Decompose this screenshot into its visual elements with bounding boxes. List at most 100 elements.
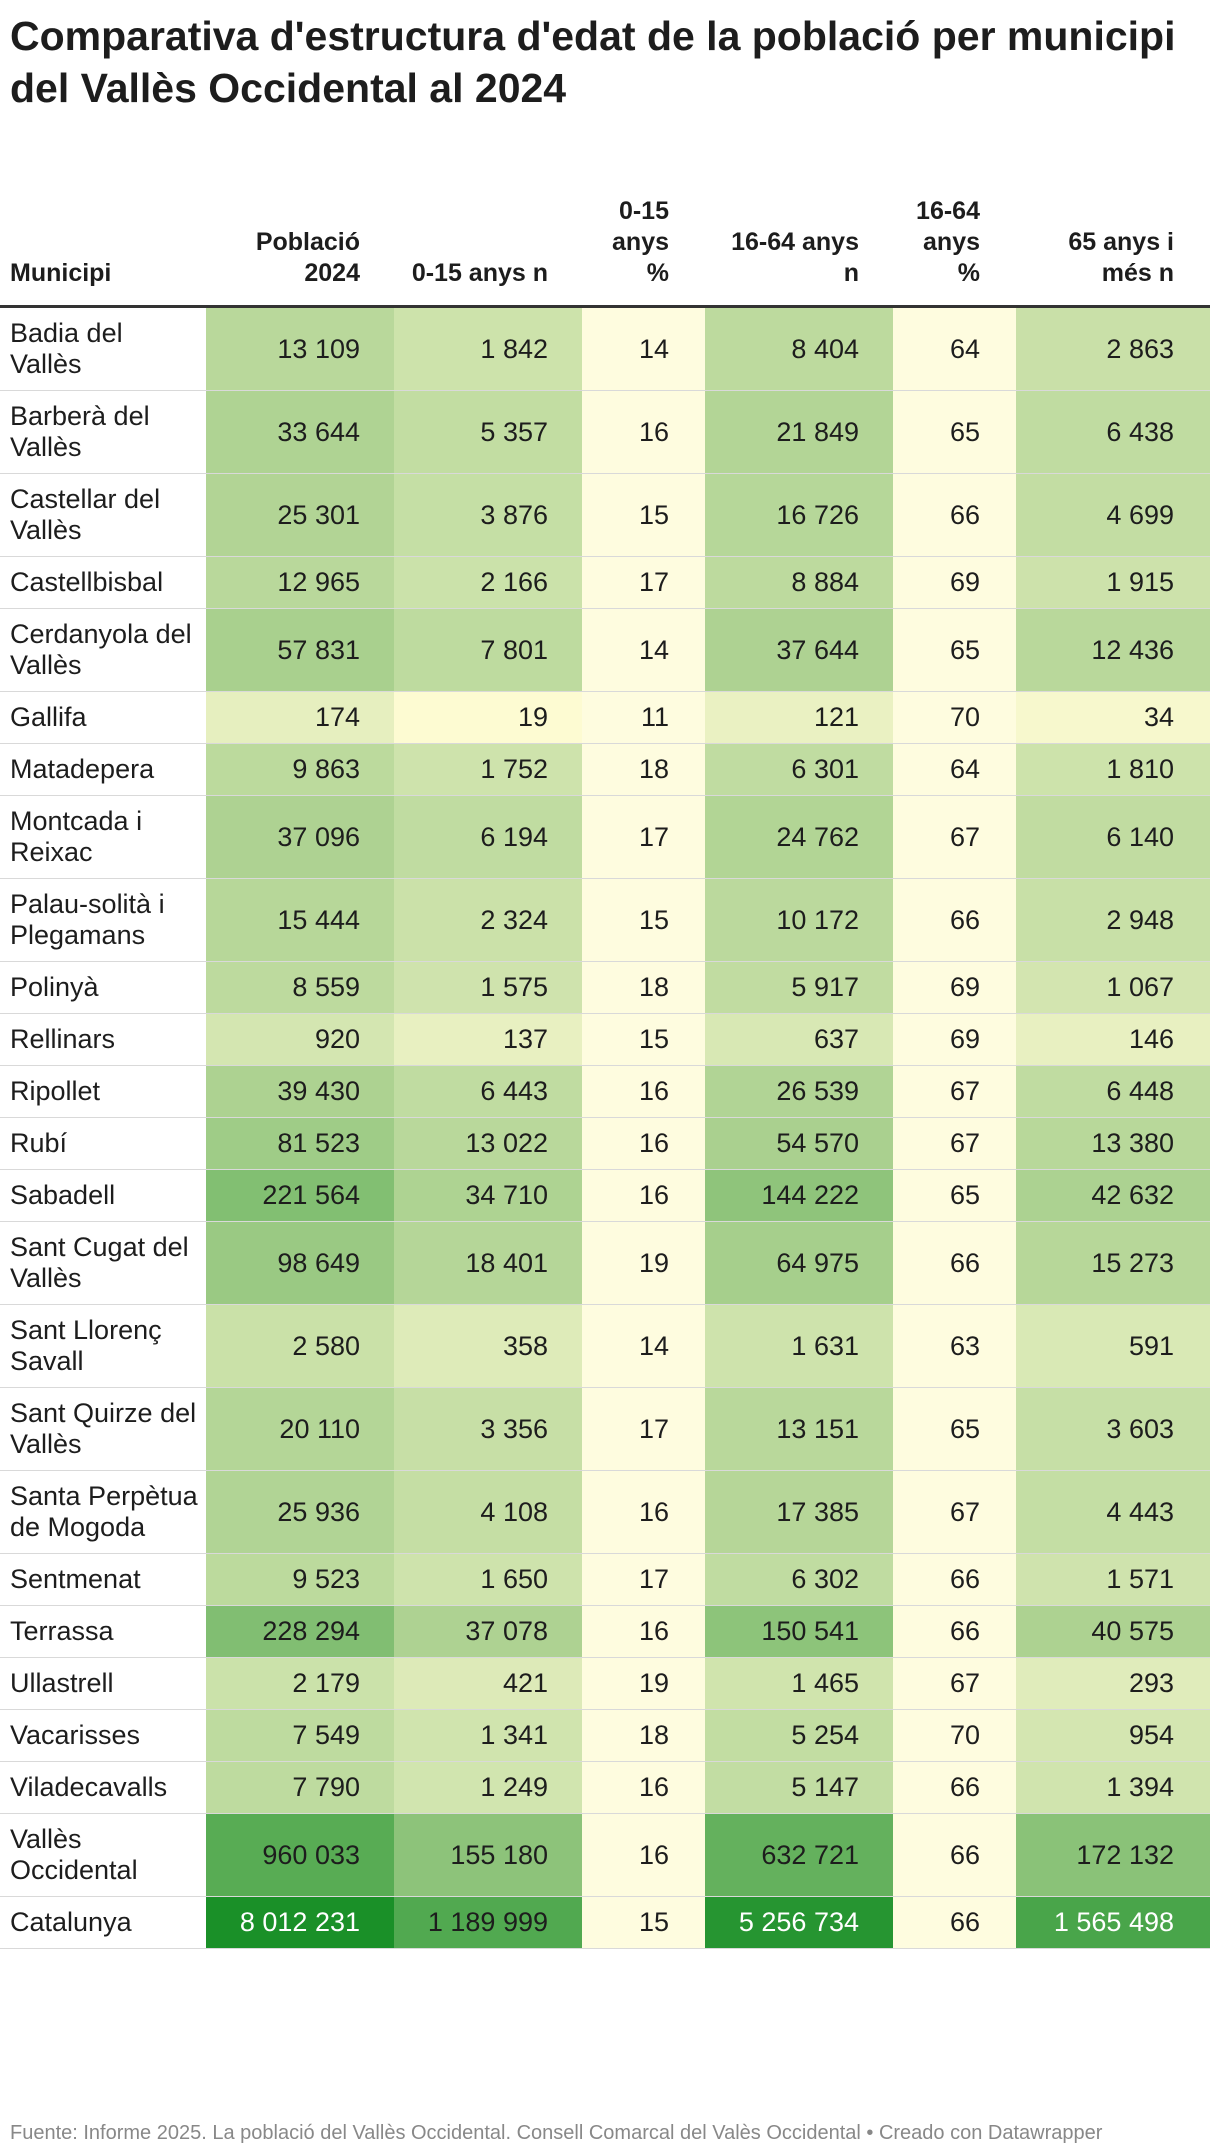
table-cell-p015: 18 [582, 961, 705, 1014]
table-cell-n65: 2 948 [1016, 878, 1210, 962]
table-cell-poblacio: 8 012 231 [206, 1896, 394, 1949]
table-row: Ullastrell 2 179 421 19 1 465 67 293 [0, 1657, 1210, 1710]
table-cell-n1664: 10 172 [705, 878, 893, 962]
table-cell-n015: 1 575 [394, 961, 582, 1014]
table-cell-poblacio: 2 179 [206, 1657, 394, 1710]
table-cell-n015: 4 108 [394, 1470, 582, 1554]
table-cell-n1664: 24 762 [705, 795, 893, 879]
table-cell-poblacio: 9 863 [206, 743, 394, 796]
table-cell-p015: 17 [582, 556, 705, 609]
table-row: Castellbisbal 12 965 2 166 17 8 884 69 1 915 [0, 556, 1210, 609]
table-cell-poblacio: 7 790 [206, 1761, 394, 1814]
table-cell-p1664: 66 [893, 1896, 1016, 1949]
table-cell-n1664: 13 151 [705, 1387, 893, 1471]
table-cell-p1664: 65 [893, 608, 1016, 692]
table-cell-n015: 137 [394, 1013, 582, 1066]
table-cell-p1664: 70 [893, 1709, 1016, 1762]
table-cell-municipi: Vacarisses [0, 1709, 206, 1762]
table-cell-n015: 421 [394, 1657, 582, 1710]
table-cell-n1664: 637 [705, 1013, 893, 1066]
table-cell-n65: 12 436 [1016, 608, 1210, 692]
table-cell-poblacio: 228 294 [206, 1605, 394, 1658]
table-cell-municipi: Castellar del Vallès [0, 473, 206, 557]
table-cell-n015: 358 [394, 1304, 582, 1388]
column-header-municipi[interactable]: Municipi [0, 196, 206, 308]
table-cell-poblacio: 25 301 [206, 473, 394, 557]
table-cell-p1664: 69 [893, 556, 1016, 609]
table-row: Rellinars 920 137 15 637 69 146 [0, 1013, 1210, 1066]
table-cell-poblacio: 98 649 [206, 1221, 394, 1305]
table-cell-n65: 4 443 [1016, 1470, 1210, 1554]
table-cell-municipi: Sant Llorenç Savall [0, 1304, 206, 1388]
table-cell-p1664: 65 [893, 1169, 1016, 1222]
table-row: Ripollet 39 430 6 443 16 26 539 67 6 448 [0, 1065, 1210, 1118]
table-cell-n015: 3 356 [394, 1387, 582, 1471]
table-cell-poblacio: 15 444 [206, 878, 394, 962]
table-cell-p015: 14 [582, 306, 705, 391]
table-cell-p1664: 67 [893, 795, 1016, 879]
table-cell-poblacio: 39 430 [206, 1065, 394, 1118]
table-cell-municipi: Sant Quirze del Vallès [0, 1387, 206, 1471]
table-row: Matadepera 9 863 1 752 18 6 301 64 1 810 [0, 743, 1210, 796]
table-cell-p015: 18 [582, 743, 705, 796]
table-cell-p1664: 66 [893, 1221, 1016, 1305]
table-cell-poblacio: 9 523 [206, 1553, 394, 1606]
column-header-0-15-pct[interactable]: 0-15 anys % [582, 196, 705, 308]
table-cell-n65: 1 067 [1016, 961, 1210, 1014]
table-cell-n65: 40 575 [1016, 1605, 1210, 1658]
table-cell-p1664: 66 [893, 1605, 1016, 1658]
table-cell-n1664: 144 222 [705, 1169, 893, 1222]
table-cell-p015: 19 [582, 1657, 705, 1710]
table-cell-poblacio: 81 523 [206, 1117, 394, 1170]
column-header-poblacio[interactable]: Població 2024 [206, 196, 394, 308]
table-cell-p1664: 66 [893, 1761, 1016, 1814]
table-row: Vallès Occidental 960 033 155 180 16 632 721… [0, 1813, 1210, 1897]
table-cell-n015: 1 842 [394, 306, 582, 391]
table-row: Sant Quirze del Vallès 20 110 3 356 17 13 15… [0, 1387, 1210, 1471]
table-cell-n1664: 632 721 [705, 1813, 893, 1897]
table-body: Badia del Vallès 13 109 1 842 14 8 404 64 2 86… [0, 306, 1210, 1949]
table-cell-n65: 1 915 [1016, 556, 1210, 609]
table-cell-municipi: Ullastrell [0, 1657, 206, 1710]
table-cell-p1664: 66 [893, 1813, 1016, 1897]
table-cell-n1664: 5 256 734 [705, 1896, 893, 1949]
table-cell-municipi: Sabadell [0, 1169, 206, 1222]
table-cell-p015: 17 [582, 1387, 705, 1471]
table-cell-municipi: Rellinars [0, 1013, 206, 1066]
table-cell-n65: 1 394 [1016, 1761, 1210, 1814]
table-cell-p015: 16 [582, 1169, 705, 1222]
table-cell-n65: 172 132 [1016, 1813, 1210, 1897]
table-cell-p015: 17 [582, 1553, 705, 1606]
table-cell-n65: 1 565 498 [1016, 1896, 1210, 1949]
table-cell-p015: 16 [582, 1761, 705, 1814]
table-cell-p1664: 65 [893, 390, 1016, 474]
table-cell-municipi: Castellbisbal [0, 556, 206, 609]
table-cell-n015: 6 194 [394, 795, 582, 879]
table-cell-p015: 15 [582, 1013, 705, 1066]
table-cell-n015: 5 357 [394, 390, 582, 474]
column-header-0-15-n[interactable]: 0-15 anys n [394, 196, 582, 308]
table-cell-p1664: 67 [893, 1470, 1016, 1554]
table-cell-municipi: Rubí [0, 1117, 206, 1170]
column-header-65-n[interactable]: 65 anys i més n [1016, 196, 1210, 308]
table-cell-n65: 293 [1016, 1657, 1210, 1710]
column-header-16-64-n[interactable]: 16-64 anys n [705, 196, 893, 308]
table-cell-p015: 15 [582, 1896, 705, 1949]
table-header-row: Municipi Població 2024 0-15 anys n 0-15 … [0, 196, 1210, 308]
table-cell-n1664: 54 570 [705, 1117, 893, 1170]
table-cell-n1664: 6 302 [705, 1553, 893, 1606]
table-row: Castellar del Vallès 25 301 3 876 15 16 726 6… [0, 473, 1210, 557]
table-cell-p015: 14 [582, 608, 705, 692]
column-header-16-64-pct[interactable]: 16-64 anys % [893, 196, 1016, 308]
table-cell-poblacio: 174 [206, 691, 394, 744]
table-cell-p1664: 64 [893, 743, 1016, 796]
table-row: Sant Cugat del Vallès 98 649 18 401 19 64 97… [0, 1221, 1210, 1305]
table-cell-p015: 16 [582, 1117, 705, 1170]
table-cell-p015: 19 [582, 1221, 705, 1305]
table-cell-p1664: 69 [893, 961, 1016, 1014]
table-cell-p1664: 66 [893, 878, 1016, 962]
data-table-container: Municipi Població 2024 0-15 anys n 0-15 … [0, 196, 1210, 1949]
table-cell-p015: 15 [582, 473, 705, 557]
table-cell-municipi: Terrassa [0, 1605, 206, 1658]
table-cell-poblacio: 12 965 [206, 556, 394, 609]
